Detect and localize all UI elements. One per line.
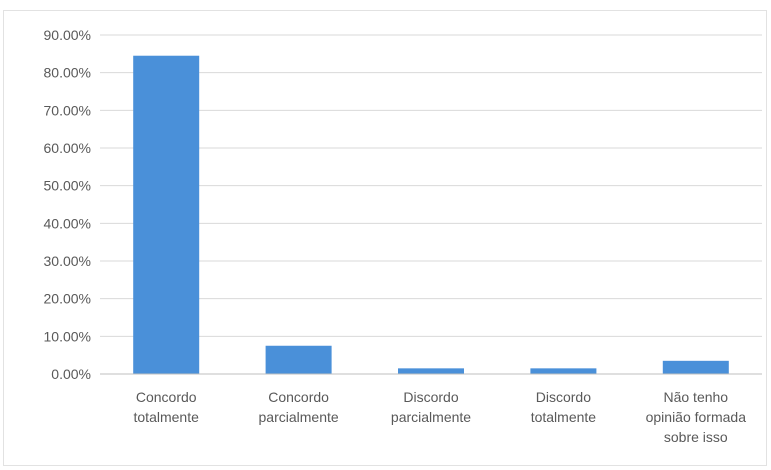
- x-category-label: Discordo totalmente: [531, 389, 597, 425]
- bars: [133, 55, 729, 374]
- chart-frame: [3, 10, 767, 466]
- y-tick-label: 80.00%: [44, 65, 91, 81]
- gridlines: [100, 34, 762, 375]
- y-tick-label: 40.00%: [44, 215, 91, 231]
- y-tick-label: 20.00%: [44, 291, 91, 307]
- y-axis-ticks: 0.00% 10.00% 20.00% 30.00% 40.00% 50.00% 60.00…: [44, 27, 91, 382]
- y-tick-label: 60.00%: [44, 140, 91, 156]
- y-tick-label: 50.00%: [44, 178, 91, 194]
- bar: [265, 345, 332, 374]
- x-category-label: Concordo parcialmente: [259, 389, 339, 425]
- x-category-label: Não tenho opinião formada sobre isso: [646, 389, 747, 445]
- y-tick-label: 30.00%: [44, 253, 91, 269]
- bar: [133, 55, 200, 374]
- bar: [530, 368, 597, 374]
- y-tick-label: 70.00%: [44, 102, 91, 118]
- x-category-label: Concordo totalmente: [134, 389, 200, 425]
- x-axis-categories: Concordo totalmente Concordo parcialmente Di…: [134, 389, 747, 445]
- bar: [662, 360, 729, 374]
- y-tick-label: 90.00%: [44, 27, 91, 43]
- y-tick-label: 0.00%: [51, 366, 91, 382]
- bar: [398, 368, 464, 374]
- y-tick-label: 10.00%: [44, 328, 91, 344]
- x-category-label: Discordo parcialmente: [391, 389, 471, 425]
